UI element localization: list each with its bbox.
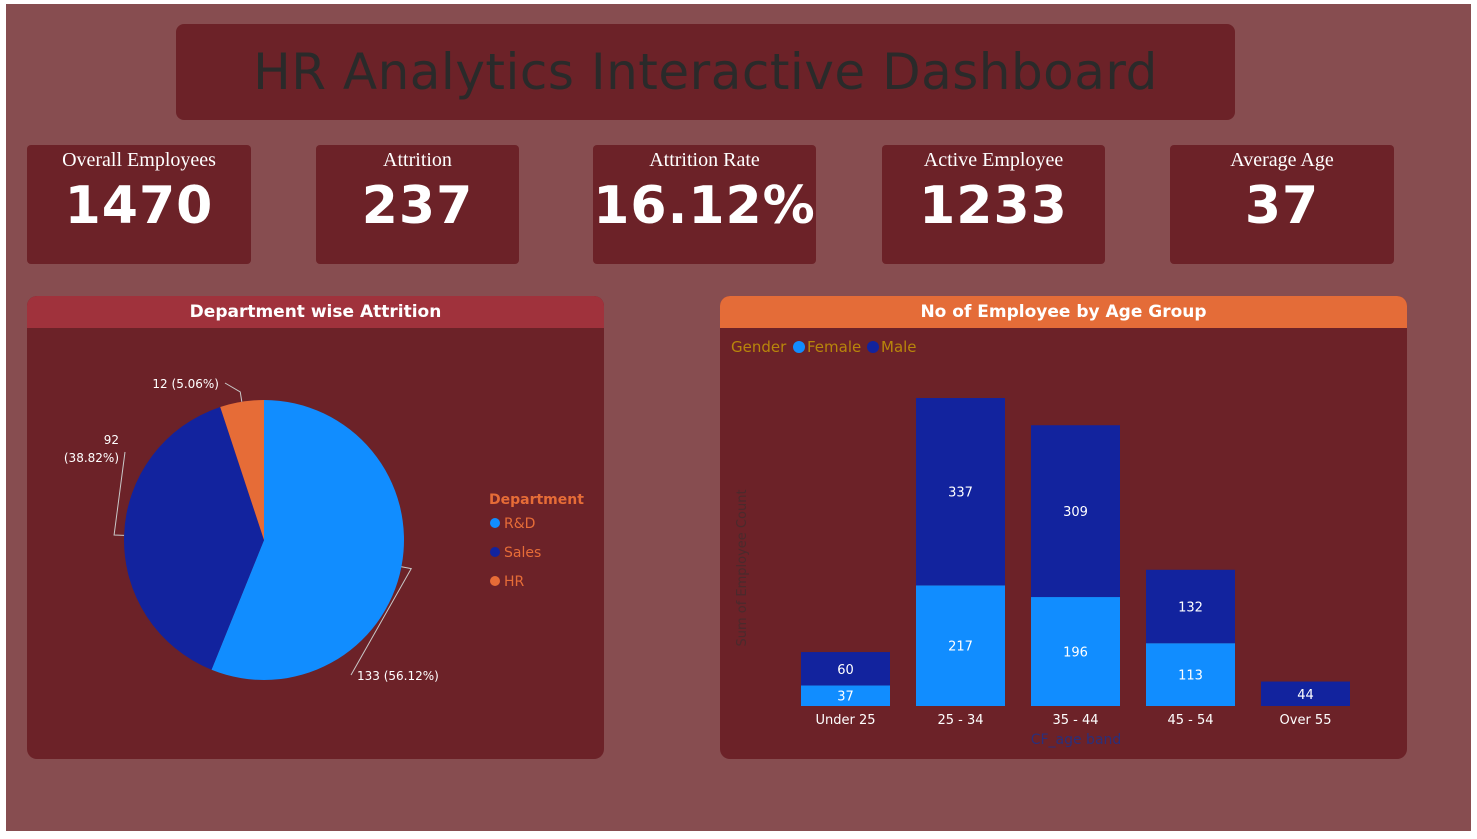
legend-marker-icon (793, 341, 805, 353)
bar-data-label: 37 (837, 690, 854, 705)
bar-legend-item[interactable]: Male (881, 338, 917, 356)
bar-data-label: 44 (1297, 688, 1314, 703)
kpi-value: 1233 (919, 176, 1068, 236)
bar-data-label: 217 (948, 640, 973, 655)
pie-chart[interactable]: 133 (56.12%) 92 (38.82%) 12 (5.06%) Departme… (27, 328, 604, 759)
bar-data-label: 196 (1063, 646, 1088, 661)
bar-data-label: 309 (1063, 505, 1088, 520)
legend-marker-icon (867, 341, 879, 353)
pie-legend-title: Department (489, 492, 584, 508)
bar-segment-male[interactable] (801, 652, 890, 686)
department-attrition-card[interactable]: Department wise Attrition 133 (56.12%) 92… (27, 296, 604, 759)
pie-leader-line (224, 382, 243, 402)
pie-chart-title: Department wise Attrition (27, 296, 604, 328)
kpi-card-attrition-rate[interactable]: Attrition Rate 16.12% (593, 145, 816, 264)
bar-segment-female[interactable] (1146, 643, 1235, 706)
bar-segment-male[interactable] (1261, 681, 1350, 706)
dashboard-title: HR Analytics Interactive Dashboard (253, 43, 1158, 101)
age-group-card[interactable]: No of Employee by Age Group Gender Female… (720, 296, 1407, 759)
bar-chart[interactable]: Gender Female Male Sum of Employee Count 37 6… (720, 328, 1407, 759)
bar-data-label: 113 (1178, 669, 1203, 684)
kpi-label: Attrition (383, 149, 452, 171)
pie-leader-line (113, 451, 126, 536)
legend-marker-icon (490, 547, 500, 557)
kpi-card-active-employee[interactable]: Active Employee 1233 (882, 145, 1105, 264)
pie-legend-item[interactable]: HR (504, 574, 525, 590)
pie-slice-sales[interactable] (124, 407, 264, 670)
pie-leader-line (350, 566, 413, 676)
x-tick-label: 35 - 44 (1052, 713, 1098, 728)
bar-data-label: 337 (948, 486, 973, 501)
kpi-card-overall-employees[interactable]: Overall Employees 1470 (27, 145, 251, 264)
pie-data-label: 12 (5.06%) (152, 377, 219, 391)
pie-slice-r-d[interactable] (211, 400, 405, 680)
pie-data-label: 92 (104, 433, 119, 447)
pie-data-label: 133 (56.12%) (357, 669, 439, 683)
kpi-label: Average Age (1230, 149, 1334, 171)
kpi-value: 237 (361, 176, 474, 236)
kpi-label: Attrition Rate (649, 149, 760, 171)
kpi-card-average-age[interactable]: Average Age 37 (1170, 145, 1394, 264)
x-tick-label: Under 25 (815, 713, 875, 728)
x-tick-label: Over 55 (1280, 713, 1332, 728)
pie-legend-item[interactable]: Sales (504, 545, 541, 561)
pie-legend-item[interactable]: R&D (504, 516, 535, 532)
bar-segment-male[interactable] (1031, 425, 1120, 598)
bar-chart-title: No of Employee by Age Group (720, 296, 1407, 328)
dashboard-canvas: HR Analytics Interactive Dashboard Overa… (6, 4, 1471, 831)
bar-legend-title: Gender (731, 338, 787, 356)
kpi-value: 37 (1244, 176, 1320, 236)
legend-marker-icon (490, 576, 500, 586)
bar-segment-female[interactable] (801, 685, 890, 706)
bar-data-label: 132 (1178, 600, 1203, 615)
kpi-card-attrition[interactable]: Attrition 237 (316, 145, 519, 264)
bar-segment-female[interactable] (1031, 597, 1120, 706)
pie-data-label: (38.82%) (64, 451, 119, 465)
kpi-value: 16.12% (593, 176, 816, 236)
y-axis-label: Sum of Employee Count (735, 489, 750, 646)
bar-segment-male[interactable] (1146, 569, 1235, 644)
bar-legend-item[interactable]: Female (807, 338, 861, 356)
kpi-label: Overall Employees (62, 149, 216, 171)
legend-marker-icon (490, 518, 500, 528)
pie-slice-hr[interactable] (220, 400, 264, 540)
bar-segment-male[interactable] (916, 398, 1005, 586)
bar-data-label: 60 (837, 663, 854, 678)
x-tick-label: 45 - 54 (1167, 713, 1213, 728)
kpi-value: 1470 (64, 176, 214, 236)
kpi-label: Active Employee (923, 149, 1064, 171)
bar-segment-female[interactable] (916, 585, 1005, 706)
x-tick-label: 25 - 34 (937, 713, 983, 728)
x-axis-label: CF_age band (1031, 732, 1122, 748)
title-banner: HR Analytics Interactive Dashboard (176, 24, 1235, 120)
